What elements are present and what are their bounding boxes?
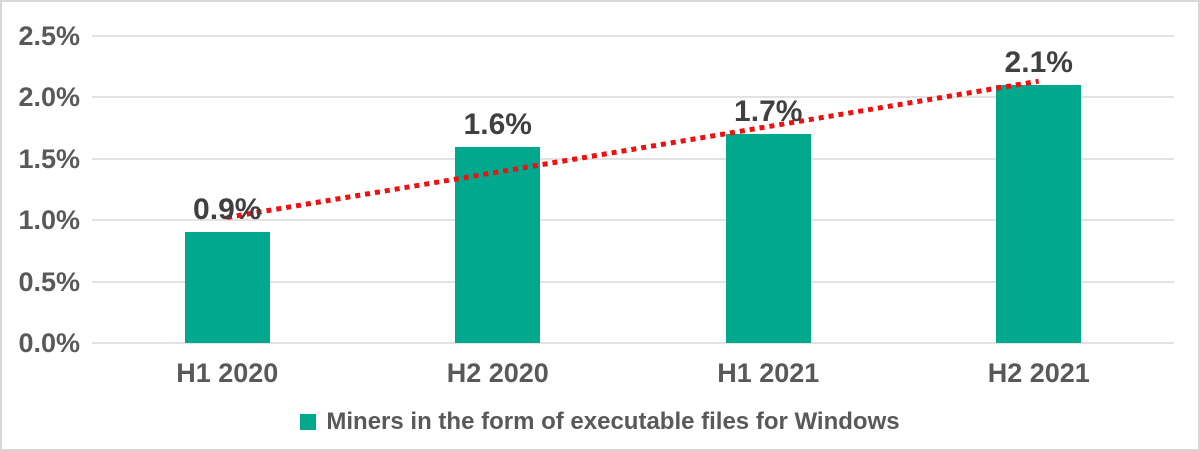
bar-value-label: 2.1% [1004,46,1073,80]
x-axis-category-label: H2 2020 [446,358,549,388]
x-axis-category-label: H2 2021 [987,358,1090,388]
bar-value-label: 1.7% [734,95,803,129]
legend-label: Miners in the form of executable files f… [326,408,900,435]
bar-h2-2021 [996,85,1082,343]
y-axis-tick-label: 0.0% [18,328,80,358]
y-axis-tick-label: 1.0% [18,205,80,236]
trendline [226,78,1040,221]
gridline [92,342,1174,344]
y-axis-tick-label: 2.0% [18,82,80,113]
y-axis-tick-label: 0.5% [18,266,80,297]
x-axis-category-label: H1 2020 [176,358,279,388]
gridline [92,96,1174,99]
gridline [92,35,1174,37]
gridline [92,219,1174,222]
bar-value-label: 0.9% [193,193,262,227]
bar-value-label: 1.6% [463,107,532,141]
gridline [92,157,1174,160]
x-axis-category-label: H1 2021 [717,358,820,388]
legend-swatch-icon [300,414,317,430]
bar-h1-2020 [184,232,270,343]
bar-h1-2021 [725,134,811,343]
y-axis-tick-label: 1.5% [18,143,80,174]
legend: Miners in the form of executable files f… [2,405,1198,439]
gridline [92,280,1174,283]
y-axis-tick-label: 2.5% [18,21,80,51]
